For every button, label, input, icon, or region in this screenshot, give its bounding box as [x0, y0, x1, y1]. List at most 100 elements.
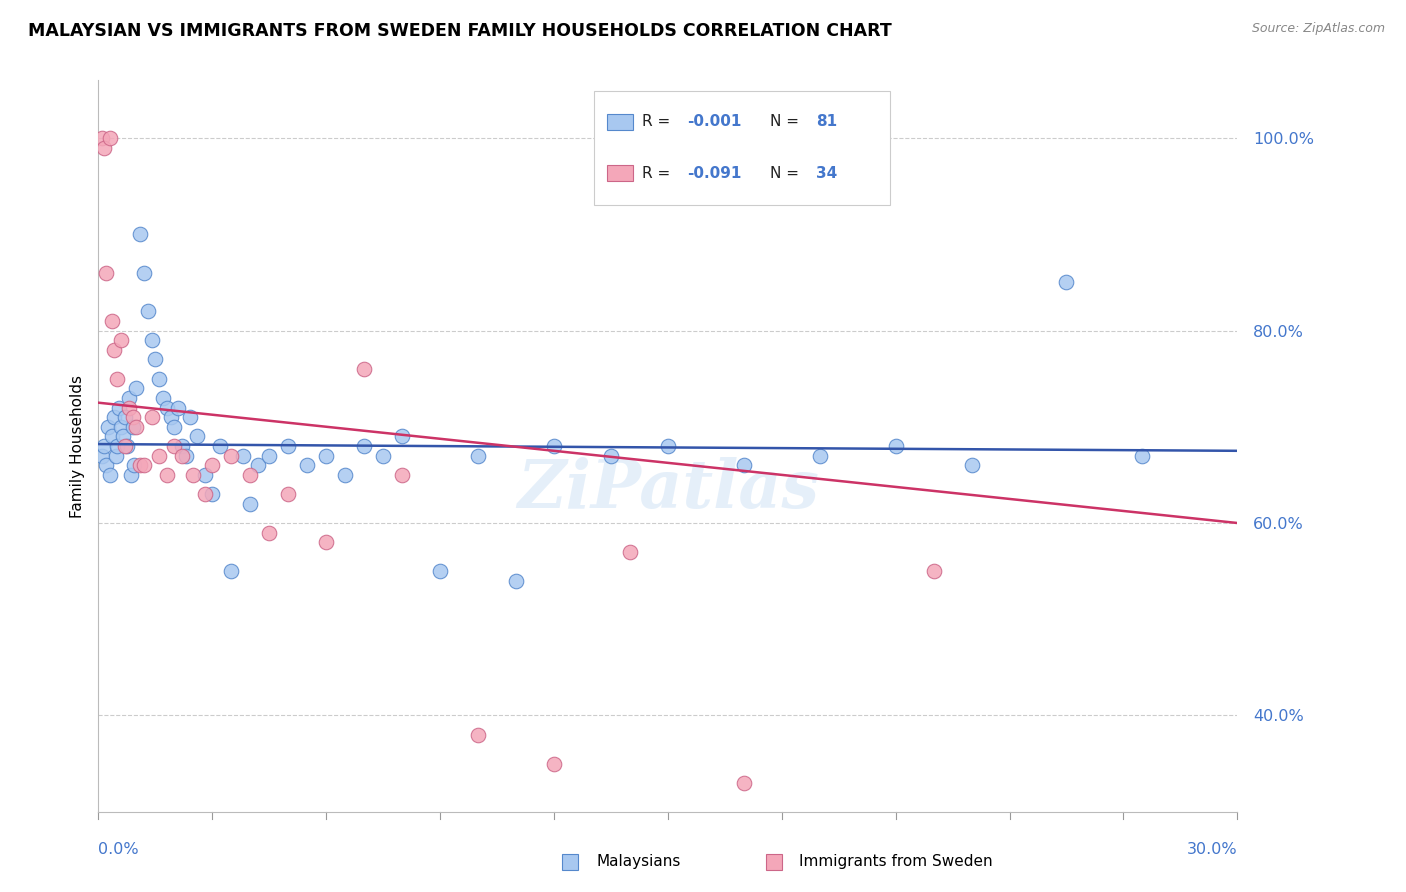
- Point: [93, 439, 115, 453]
- Point: [152, 391, 174, 405]
- Point: [120, 467, 142, 482]
- Point: [121, 410, 143, 425]
- Point: [108, 401, 131, 415]
- Point: [1132, 449, 1154, 463]
- Point: [371, 449, 394, 463]
- Point: [884, 439, 907, 453]
- Point: [174, 449, 197, 463]
- Point: [107, 371, 129, 385]
- Point: [246, 458, 269, 473]
- Point: [170, 439, 193, 453]
- Point: [94, 458, 117, 473]
- Point: [208, 439, 231, 453]
- Point: [179, 410, 201, 425]
- Point: [1054, 276, 1078, 290]
- Point: [194, 487, 217, 501]
- Point: [163, 439, 186, 453]
- Point: [141, 410, 163, 425]
- Point: [112, 429, 135, 443]
- Text: 81: 81: [815, 114, 837, 129]
- Point: [141, 333, 163, 347]
- Point: [429, 564, 451, 578]
- Point: [733, 458, 755, 473]
- Point: [315, 449, 337, 463]
- Point: [98, 467, 121, 482]
- Point: [129, 227, 152, 242]
- Text: 30.0%: 30.0%: [1187, 842, 1237, 857]
- Point: [259, 525, 281, 540]
- Point: [186, 429, 208, 443]
- Point: [543, 439, 565, 453]
- FancyBboxPatch shape: [607, 165, 633, 181]
- Point: [129, 458, 152, 473]
- Point: [124, 458, 146, 473]
- Point: [221, 564, 243, 578]
- Point: [93, 141, 115, 155]
- Point: [97, 419, 120, 434]
- Point: [110, 333, 132, 347]
- Text: Source: ZipAtlas.com: Source: ZipAtlas.com: [1251, 22, 1385, 36]
- Point: [353, 439, 375, 453]
- Point: [277, 439, 299, 453]
- Point: [132, 458, 155, 473]
- Point: [239, 497, 262, 511]
- Point: [353, 362, 375, 376]
- Point: [467, 728, 489, 742]
- Text: N =: N =: [770, 166, 804, 181]
- Point: [167, 401, 190, 415]
- Point: [391, 467, 413, 482]
- Point: [115, 439, 138, 453]
- Point: [808, 449, 831, 463]
- Point: [159, 410, 181, 425]
- Point: [619, 545, 641, 559]
- FancyBboxPatch shape: [593, 91, 890, 204]
- Point: [163, 419, 186, 434]
- Text: -0.001: -0.001: [688, 114, 741, 129]
- Point: [277, 487, 299, 501]
- Point: [91, 131, 114, 145]
- Point: [104, 449, 127, 463]
- Point: [125, 381, 148, 395]
- Point: [960, 458, 983, 473]
- Point: [335, 467, 357, 482]
- Point: [657, 439, 679, 453]
- Point: [125, 419, 148, 434]
- Point: [103, 410, 125, 425]
- Text: ZiPatlas: ZiPatlas: [517, 458, 818, 523]
- Text: MALAYSIAN VS IMMIGRANTS FROM SWEDEN FAMILY HOUSEHOLDS CORRELATION CHART: MALAYSIAN VS IMMIGRANTS FROM SWEDEN FAMI…: [28, 22, 891, 40]
- Point: [118, 401, 141, 415]
- Point: [297, 458, 319, 473]
- Point: [170, 449, 193, 463]
- Point: [221, 449, 243, 463]
- Point: [201, 458, 224, 473]
- Text: R =: R =: [641, 114, 675, 129]
- Point: [156, 467, 179, 482]
- Point: [600, 449, 623, 463]
- Text: R =: R =: [641, 166, 675, 181]
- Text: Immigrants from Sweden: Immigrants from Sweden: [799, 855, 993, 869]
- Point: [467, 449, 489, 463]
- Text: 0.0%: 0.0%: [98, 842, 139, 857]
- Point: [543, 756, 565, 771]
- Text: -0.091: -0.091: [688, 166, 741, 181]
- Text: 34: 34: [815, 166, 837, 181]
- Point: [132, 266, 155, 280]
- Point: [315, 535, 337, 549]
- Point: [148, 371, 170, 385]
- Point: [733, 776, 755, 790]
- Y-axis label: Family Households: Family Households: [69, 375, 84, 517]
- Point: [505, 574, 527, 588]
- Point: [136, 304, 159, 318]
- Point: [121, 419, 143, 434]
- Text: N =: N =: [770, 114, 804, 129]
- Point: [201, 487, 224, 501]
- Point: [259, 449, 281, 463]
- Point: [100, 314, 122, 328]
- Point: [100, 429, 122, 443]
- Point: [103, 343, 125, 357]
- Point: [98, 131, 121, 145]
- Point: [922, 564, 945, 578]
- Point: [110, 419, 132, 434]
- Point: [194, 467, 217, 482]
- Point: [232, 449, 254, 463]
